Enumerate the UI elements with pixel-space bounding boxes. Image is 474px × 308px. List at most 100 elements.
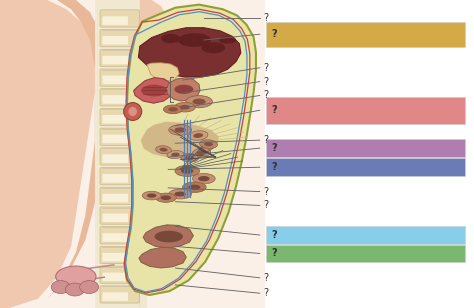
Polygon shape (0, 0, 265, 308)
Polygon shape (143, 225, 193, 248)
Ellipse shape (161, 196, 171, 200)
Ellipse shape (169, 125, 191, 135)
Ellipse shape (147, 193, 156, 198)
FancyBboxPatch shape (102, 75, 128, 84)
Text: ?: ? (271, 29, 277, 39)
FancyBboxPatch shape (266, 245, 465, 262)
Polygon shape (134, 78, 173, 103)
Text: ?: ? (271, 162, 277, 172)
Text: ?: ? (264, 135, 269, 145)
FancyBboxPatch shape (102, 273, 128, 281)
FancyBboxPatch shape (100, 266, 139, 283)
Ellipse shape (65, 283, 84, 296)
FancyBboxPatch shape (100, 89, 139, 106)
FancyBboxPatch shape (100, 10, 139, 27)
Text: ?: ? (271, 143, 277, 153)
Ellipse shape (124, 103, 142, 120)
Polygon shape (147, 63, 179, 81)
FancyBboxPatch shape (102, 213, 128, 222)
Text: ?: ? (264, 201, 269, 210)
Ellipse shape (181, 153, 199, 162)
FancyBboxPatch shape (100, 207, 139, 224)
FancyBboxPatch shape (100, 227, 139, 244)
Polygon shape (166, 78, 200, 101)
Ellipse shape (164, 105, 182, 114)
FancyBboxPatch shape (100, 187, 139, 205)
Ellipse shape (219, 36, 236, 44)
FancyBboxPatch shape (266, 139, 465, 157)
Text: ?: ? (264, 77, 269, 87)
Ellipse shape (168, 107, 178, 111)
Ellipse shape (171, 152, 180, 157)
Text: ?: ? (264, 288, 269, 298)
FancyBboxPatch shape (266, 226, 465, 244)
Ellipse shape (201, 42, 225, 53)
Text: ?: ? (264, 63, 269, 73)
FancyBboxPatch shape (102, 292, 128, 301)
Ellipse shape (200, 140, 218, 148)
FancyBboxPatch shape (102, 233, 128, 242)
Polygon shape (138, 28, 241, 77)
FancyBboxPatch shape (102, 135, 128, 143)
FancyBboxPatch shape (100, 128, 139, 145)
Ellipse shape (175, 165, 200, 176)
FancyBboxPatch shape (266, 97, 465, 124)
Polygon shape (95, 0, 147, 308)
FancyBboxPatch shape (102, 154, 128, 163)
FancyBboxPatch shape (102, 174, 128, 183)
Ellipse shape (192, 173, 215, 184)
Text: ?: ? (271, 230, 277, 240)
Ellipse shape (155, 231, 183, 242)
Ellipse shape (178, 33, 211, 47)
Text: ?: ? (264, 273, 269, 283)
Ellipse shape (181, 168, 193, 174)
Ellipse shape (174, 85, 193, 94)
Ellipse shape (198, 176, 210, 181)
Ellipse shape (169, 189, 191, 199)
Ellipse shape (141, 85, 167, 96)
Text: ?: ? (264, 14, 269, 23)
Polygon shape (38, 0, 104, 308)
Text: ?: ? (271, 249, 277, 258)
FancyBboxPatch shape (102, 194, 128, 202)
Ellipse shape (192, 99, 206, 105)
Ellipse shape (128, 107, 137, 116)
FancyBboxPatch shape (100, 246, 139, 264)
Ellipse shape (182, 182, 206, 192)
Ellipse shape (174, 192, 186, 197)
FancyBboxPatch shape (100, 168, 139, 185)
FancyBboxPatch shape (102, 253, 128, 261)
FancyBboxPatch shape (100, 30, 139, 47)
Text: ?: ? (271, 105, 277, 115)
Ellipse shape (161, 34, 180, 43)
Ellipse shape (192, 148, 210, 158)
FancyBboxPatch shape (100, 49, 139, 67)
FancyBboxPatch shape (100, 108, 139, 126)
Polygon shape (141, 122, 219, 158)
Ellipse shape (188, 131, 208, 140)
Ellipse shape (174, 103, 195, 112)
FancyBboxPatch shape (102, 56, 128, 64)
Ellipse shape (188, 184, 200, 190)
FancyBboxPatch shape (100, 148, 139, 165)
Polygon shape (125, 5, 256, 295)
Ellipse shape (180, 105, 190, 110)
FancyBboxPatch shape (102, 36, 128, 45)
Polygon shape (139, 247, 186, 268)
Ellipse shape (186, 95, 212, 108)
FancyBboxPatch shape (100, 286, 139, 303)
Ellipse shape (204, 142, 213, 146)
FancyBboxPatch shape (266, 158, 465, 176)
Ellipse shape (174, 127, 186, 132)
Polygon shape (137, 0, 175, 308)
Ellipse shape (197, 150, 206, 155)
Polygon shape (0, 0, 95, 308)
FancyBboxPatch shape (102, 16, 128, 25)
Ellipse shape (155, 193, 176, 202)
FancyBboxPatch shape (100, 69, 139, 86)
Ellipse shape (51, 281, 70, 294)
Ellipse shape (160, 148, 167, 152)
Ellipse shape (56, 266, 96, 287)
Ellipse shape (193, 133, 203, 138)
Ellipse shape (142, 191, 161, 200)
